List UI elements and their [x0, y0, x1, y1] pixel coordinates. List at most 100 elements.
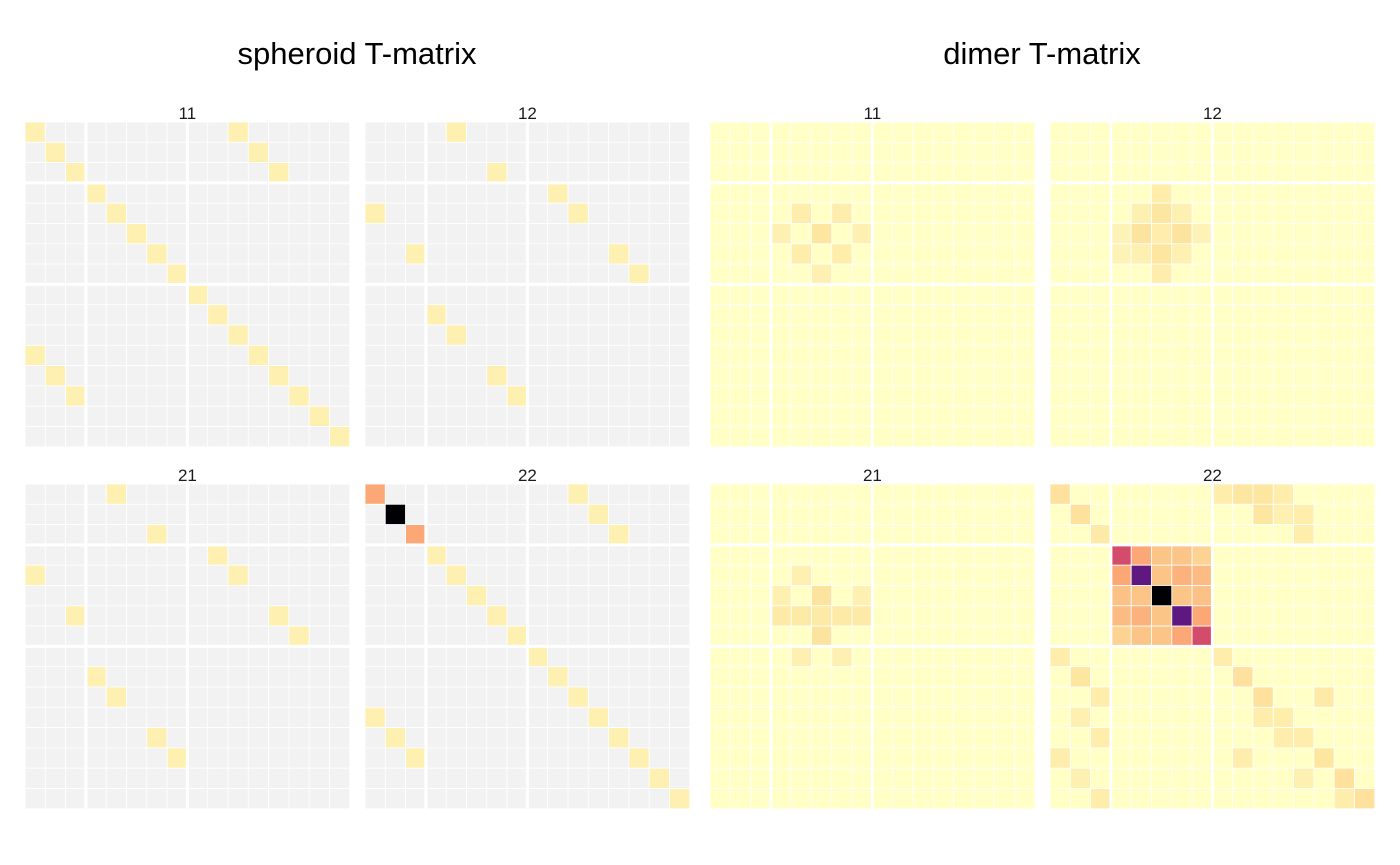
heatmap-cell-background	[709, 162, 731, 184]
heatmap-cell-background	[329, 405, 351, 427]
heatmap-cell-background	[669, 121, 691, 143]
heatmap-cell-background	[506, 283, 528, 306]
heatmap-cell-background	[24, 263, 46, 285]
heatmap-cell-background	[227, 503, 249, 525]
heatmap-cell-background	[1313, 564, 1335, 586]
heatmap-cell-background	[1313, 385, 1335, 407]
heatmap-cell-background	[750, 304, 772, 326]
heatmap-cell-background	[628, 646, 650, 668]
heatmap-cell-background	[1333, 524, 1355, 546]
heatmap-cell-background	[466, 727, 488, 749]
heatmap-cell-background	[405, 426, 427, 448]
heatmap-cell-background	[1212, 625, 1234, 647]
heatmap-cell-background	[567, 564, 589, 586]
heatmap-cell-background	[105, 162, 127, 184]
heatmap-cell-background	[308, 646, 330, 668]
heatmap-cell-value	[1151, 585, 1173, 607]
heatmap-cell-background	[527, 405, 549, 427]
heatmap-cell-background	[364, 385, 386, 407]
heatmap-cell-value	[24, 344, 46, 366]
heatmap-cell-background	[268, 141, 290, 164]
heatmap-cell-background	[227, 727, 249, 749]
heatmap-cell-background	[146, 141, 168, 164]
heatmap-cell-background	[247, 304, 270, 326]
heatmap-cell-background	[405, 666, 427, 688]
heatmap-cell-background	[527, 385, 549, 407]
heatmap-cell-background	[1069, 646, 1092, 668]
heatmap-cell-background	[567, 605, 589, 627]
heatmap-cell-background	[1090, 503, 1112, 525]
heatmap-cell-background	[1151, 426, 1173, 448]
heatmap-cell-background	[790, 747, 812, 769]
heatmap-cell-background	[466, 324, 488, 346]
heatmap-cell-background	[628, 304, 650, 326]
heatmap-cell-background	[1252, 223, 1274, 245]
heatmap-cell-background	[1090, 426, 1112, 448]
heatmap-cell-background	[506, 747, 528, 769]
heatmap-cell-background	[308, 767, 330, 789]
heatmap-cell-value	[1130, 564, 1152, 586]
heatmap-cell-background	[1090, 483, 1112, 505]
heatmap-cell-background	[1354, 585, 1376, 607]
heatmap-cell-background	[1049, 524, 1071, 546]
heatmap-cell-background	[1049, 263, 1071, 285]
heatmap-cell-background	[669, 646, 691, 668]
heatmap-cell-value	[1151, 544, 1173, 566]
heatmap-cell-background	[227, 182, 249, 204]
heatmap-cell-background	[364, 564, 386, 586]
heatmap-cell-background	[85, 646, 107, 668]
heatmap-cell-background	[466, 283, 488, 306]
heatmap-cell-value	[44, 365, 66, 387]
heatmap-cell-background	[527, 727, 549, 749]
heatmap-cell-background	[831, 503, 853, 525]
heatmap-cell-background	[932, 483, 954, 505]
heatmap-cell-background	[729, 585, 751, 607]
heatmap-cell-background	[729, 223, 751, 245]
heatmap-cell-background	[851, 344, 873, 366]
heatmap-cell-background	[1171, 503, 1193, 525]
heatmap-cell-background	[24, 162, 46, 184]
heatmap-cell-background	[1293, 666, 1315, 688]
heatmap-cell-background	[1272, 243, 1295, 265]
heatmap-cell-background	[65, 767, 87, 789]
heatmap-cell-background	[527, 324, 549, 346]
heatmap-cell-background	[65, 365, 87, 387]
heatmap-cell-value	[268, 365, 290, 387]
heatmap-cell-background	[146, 625, 168, 647]
heatmap-cell-background	[1272, 544, 1295, 566]
heatmap-cell-background	[1171, 666, 1193, 688]
facet-label: 12	[518, 104, 537, 123]
heatmap-cell-background	[648, 544, 670, 566]
heatmap-cell-background	[628, 564, 650, 586]
heatmap-cell-value	[831, 202, 853, 224]
heatmap-cell-value	[811, 223, 833, 245]
heatmap-cell-background	[527, 686, 549, 708]
heatmap-cell-background	[993, 263, 1015, 285]
heatmap-cell-background	[186, 646, 209, 668]
heatmap-cell-background	[547, 706, 569, 728]
heatmap-cell-background	[547, 304, 569, 326]
heatmap-cell-background	[85, 426, 107, 448]
heatmap-cell-background	[1130, 426, 1152, 448]
heatmap-cell-background	[587, 747, 609, 769]
heatmap-cell-background	[547, 162, 569, 184]
heatmap-cell-value	[445, 121, 467, 143]
heatmap-cell-value	[105, 202, 127, 224]
heatmap-cell-background	[384, 747, 406, 769]
heatmap-cell-background	[729, 686, 751, 708]
heatmap-cell-background	[506, 646, 528, 668]
heatmap-cell-background	[105, 304, 127, 326]
heatmap-cell-background	[811, 706, 833, 728]
heatmap-cell-background	[993, 483, 1015, 505]
heatmap-cell-background	[1014, 426, 1036, 448]
heatmap-cell-background	[892, 263, 914, 285]
heatmap-cell-background	[1232, 141, 1254, 164]
heatmap-cell-background	[628, 503, 650, 525]
heatmap-cell-background	[425, 365, 447, 387]
heatmap-cell-background	[466, 524, 488, 546]
facet-dimer-21: 21	[709, 466, 1036, 810]
heatmap-cell-background	[308, 344, 330, 366]
heatmap-cell-background	[547, 585, 569, 607]
heatmap-cell-background	[811, 283, 833, 306]
heatmap-cell-background	[567, 344, 589, 366]
